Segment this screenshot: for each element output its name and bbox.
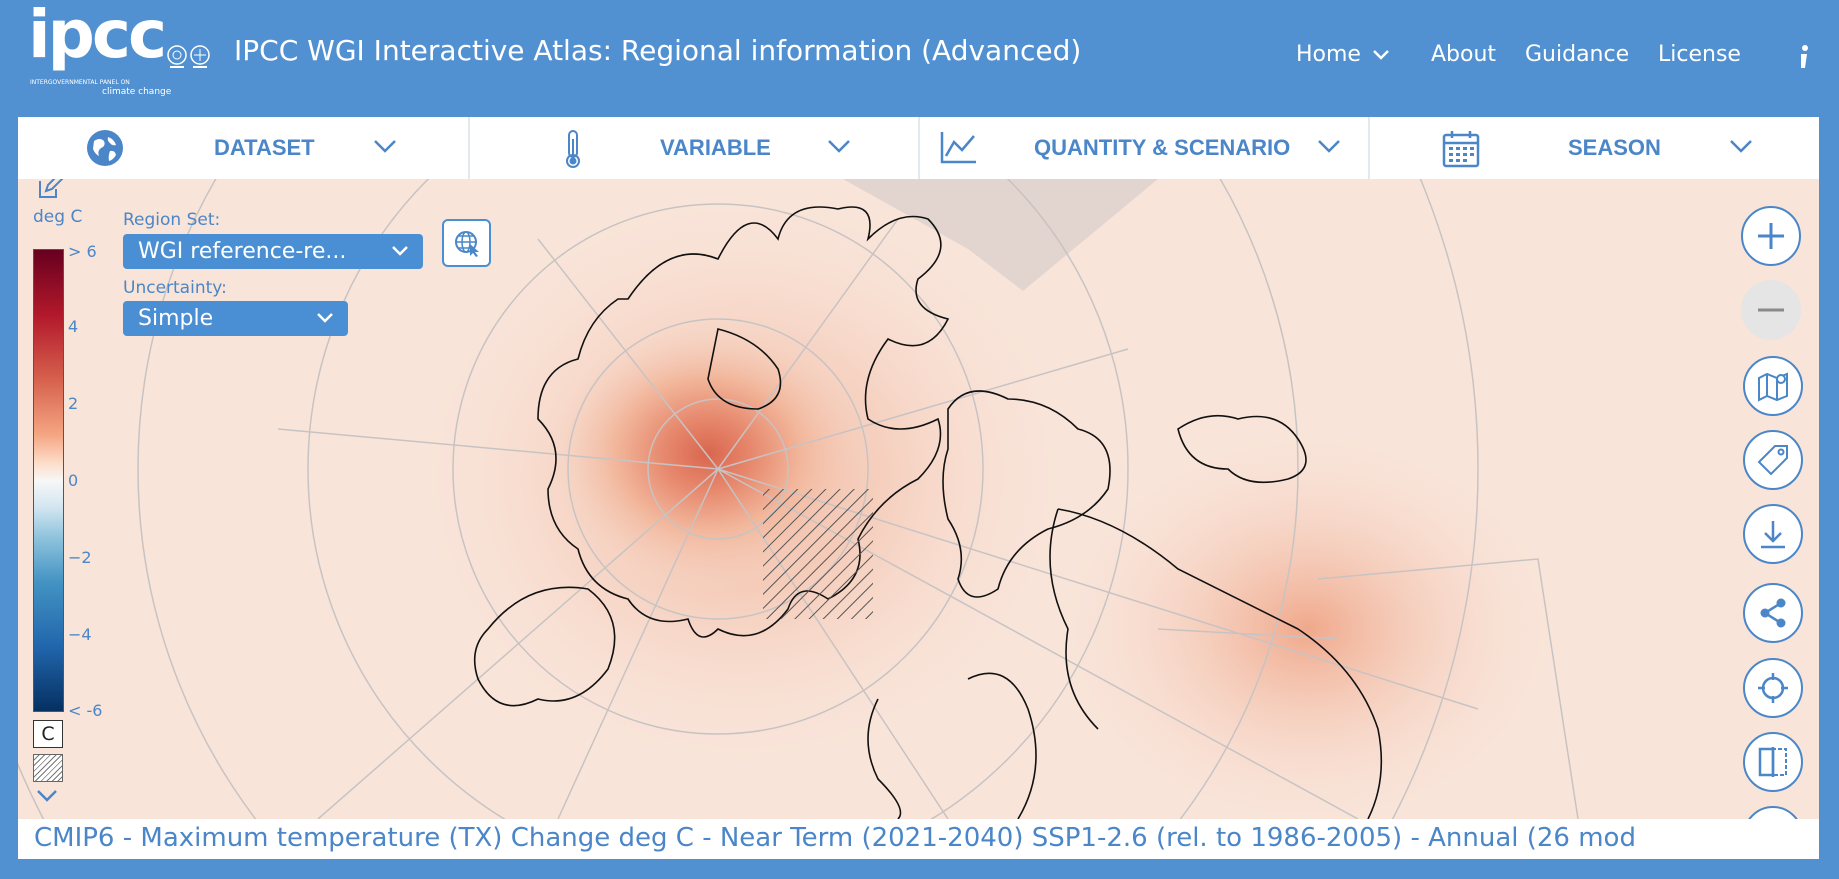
variable-selector[interactable]: VARIABLE: [468, 117, 920, 179]
map-layers-button[interactable]: [1743, 356, 1803, 416]
map-caption: CMIP6 - Maximum temperature (TX) Change …: [34, 823, 1636, 853]
region-set-label: Region Set:: [123, 210, 221, 230]
chevron-down-icon: [828, 140, 850, 153]
nav-home-label: Home: [1296, 42, 1361, 67]
chevron-down-icon[interactable]: [36, 789, 58, 803]
legend-unit: deg C: [33, 207, 83, 227]
share-button[interactable]: [1743, 583, 1803, 643]
uncertainty-value: Simple: [138, 306, 214, 331]
download-icon: [1761, 521, 1785, 549]
uncertainty-select[interactable]: Simple: [123, 301, 348, 336]
chevron-down-icon: [1318, 140, 1340, 153]
locate-button[interactable]: [1743, 658, 1803, 718]
chevron-down-icon: [392, 246, 408, 256]
nav-license[interactable]: License: [1658, 42, 1741, 67]
map-viewport[interactable]: deg C > 6 4 2 0 −2 −4 < -6 C Region Set:…: [18, 179, 1819, 819]
legend-tick: −4: [68, 625, 92, 644]
region-set-select[interactable]: WGI reference-re...: [123, 234, 423, 269]
logo-subtitle: INTERGOVERNMENTAL PANEL ON: [30, 79, 130, 86]
legend-tick: 2: [68, 394, 79, 413]
compare-button[interactable]: [1743, 732, 1803, 792]
globe-pointer-icon: [455, 231, 479, 257]
variable-label: VARIABLE: [660, 135, 771, 160]
legend-tick: 0: [68, 471, 79, 490]
chevron-down-icon: [374, 140, 396, 153]
region-set-value: WGI reference-re...: [138, 239, 347, 264]
hatch-symbol: [33, 754, 63, 782]
selector-toolbar: DATASET VARIABLE QUANTITY & SCENARIO SEA…: [18, 117, 1819, 180]
nav-guidance[interactable]: Guidance: [1525, 42, 1630, 67]
zoom-out-icon: [1758, 308, 1784, 312]
thermometer-icon: [566, 130, 580, 168]
legend-tick: −2: [68, 548, 92, 567]
ipcc-logo[interactable]: ipcc INTERGOVERNMENTAL PANEL ON climate …: [28, 0, 171, 98]
nav-about[interactable]: About: [1431, 42, 1497, 67]
logo-subtitle-2: climate change: [102, 87, 172, 97]
share-icon: [1760, 598, 1786, 628]
dataset-selector[interactable]: DATASET: [18, 117, 470, 179]
tag-icon: [1757, 445, 1788, 476]
locate-icon: [1758, 673, 1788, 703]
edit-icon[interactable]: [36, 179, 64, 199]
color-scale-bar: [33, 249, 64, 712]
legend-tick: < -6: [68, 701, 103, 720]
chevron-down-icon: [317, 313, 333, 323]
quantity-scenario-label: QUANTITY & SCENARIO: [1034, 135, 1291, 160]
uncertainty-label: Uncertainty:: [123, 278, 227, 298]
chevron-down-icon: [1730, 140, 1752, 153]
zoom-in-button[interactable]: [1741, 206, 1801, 266]
partner-logos-icon: [167, 45, 210, 68]
quantity-scenario-selector[interactable]: QUANTITY & SCENARIO: [918, 117, 1370, 179]
chevron-down-icon: [1373, 50, 1389, 60]
agreement-symbol: C: [33, 720, 63, 748]
labels-button[interactable]: [1743, 430, 1803, 490]
app-title: IPCC WGI Interactive Atlas: Regional inf…: [234, 34, 1082, 67]
compare-icon: [1758, 747, 1787, 777]
season-selector[interactable]: SEASON: [1368, 117, 1819, 179]
zoom-out-button[interactable]: [1741, 280, 1801, 340]
zoom-in-icon: [1758, 223, 1784, 249]
download-button[interactable]: [1743, 504, 1803, 564]
map-caption-bar: CMIP6 - Maximum temperature (TX) Change …: [18, 819, 1819, 859]
dataset-label: DATASET: [214, 135, 315, 160]
map-icon: [1758, 372, 1788, 402]
season-label: SEASON: [1568, 135, 1661, 160]
map-canvas[interactable]: [18, 179, 1819, 819]
region-globe-button[interactable]: [442, 219, 491, 267]
info-icon[interactable]: [1798, 44, 1810, 70]
globe-icon: [87, 130, 123, 166]
header: ipcc INTERGOVERNMENTAL PANEL ON climate …: [0, 0, 1839, 117]
nav-home[interactable]: Home: [1296, 42, 1390, 67]
legend-tick: 4: [68, 317, 79, 336]
line-chart-icon: [940, 132, 976, 164]
logo-text: ipcc: [28, 0, 167, 73]
legend-tick: > 6: [68, 242, 97, 261]
calendar-icon: [1442, 131, 1480, 168]
